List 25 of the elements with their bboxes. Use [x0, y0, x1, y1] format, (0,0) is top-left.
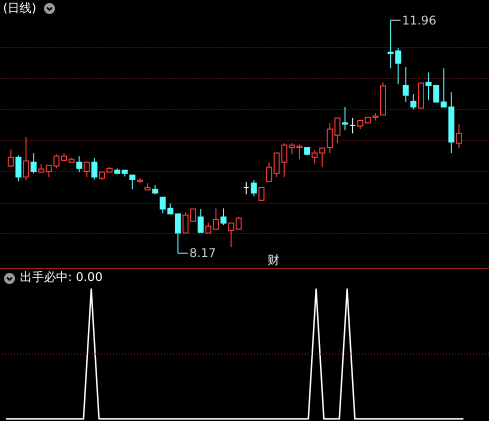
candlestick	[258, 186, 264, 201]
candlestick	[160, 196, 166, 214]
candlestick	[15, 155, 22, 182]
candlestick	[23, 136, 30, 181]
candlestick	[342, 106, 348, 131]
candlestick	[456, 124, 462, 149]
candlestick	[220, 208, 226, 226]
candlestick	[8, 148, 14, 168]
candlestick	[76, 156, 82, 173]
chart-title: 出手必中: 0.00	[20, 270, 103, 284]
candlestick	[250, 180, 257, 197]
candlestick	[84, 162, 90, 178]
candlestick	[410, 94, 416, 110]
candlestick	[402, 66, 409, 103]
candlestick	[198, 208, 204, 233]
candlestick	[129, 174, 136, 190]
candlestick	[243, 181, 250, 195]
candlestick	[30, 152, 37, 174]
candlestick	[350, 118, 356, 134]
annotation: 财	[268, 253, 280, 267]
annotation: 8.17	[189, 246, 216, 260]
annotation: 11.96	[402, 13, 436, 28]
chart-title: (日线)	[3, 1, 36, 15]
candlestick	[152, 184, 158, 195]
candlestick	[91, 157, 98, 180]
